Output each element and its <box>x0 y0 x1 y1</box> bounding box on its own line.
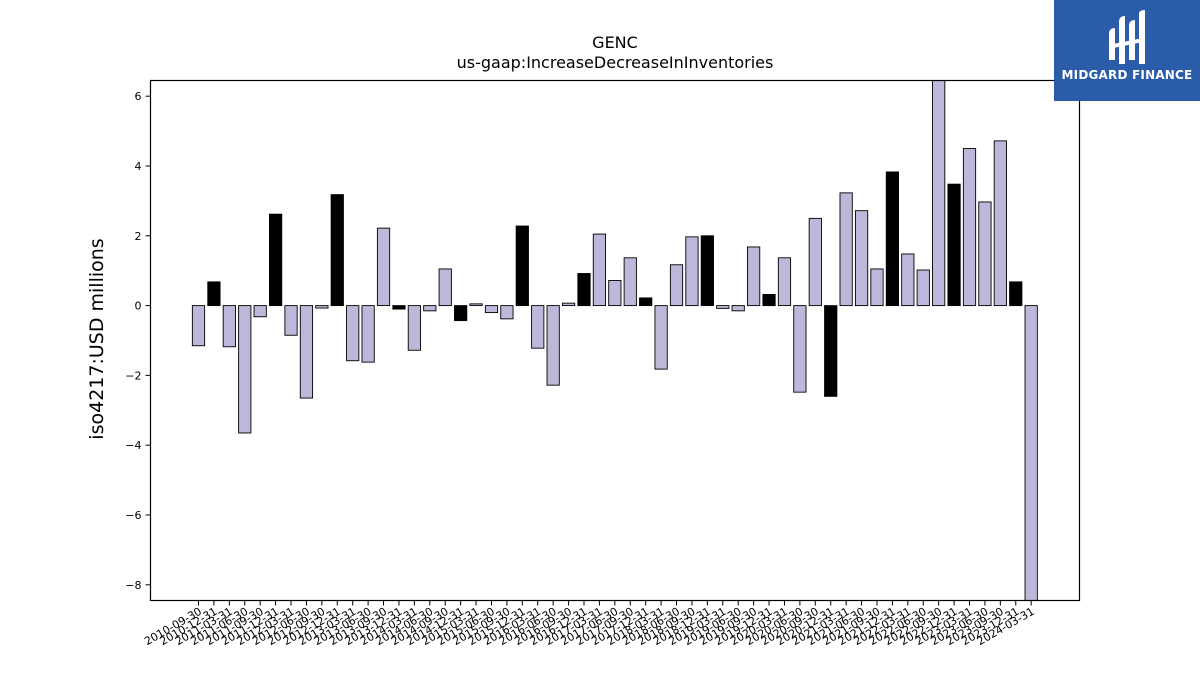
bar-2017-03-31 <box>592 233 607 307</box>
y-tick-label: 4 <box>135 160 142 173</box>
bar-2020-12-31 <box>824 305 838 397</box>
bar-2019-12-31 <box>762 293 776 307</box>
bar-2013-09-30 <box>376 227 391 307</box>
y-tick-label: −2 <box>125 369 141 382</box>
bar-2016-06-30 <box>546 305 560 386</box>
bar-2015-03-31 <box>469 303 483 307</box>
bar-2011-03-31 <box>222 305 236 348</box>
chart-title: GENC <box>592 33 638 52</box>
bar-2010-12-31 <box>207 281 221 307</box>
x-axis: 2010-09-302010-12-312011-03-312011-06-30… <box>142 600 1037 648</box>
y-tick-label: 6 <box>135 90 142 103</box>
y-tick-label: 0 <box>135 300 142 313</box>
midgard-finance-logo: MIDGARD FINANCE <box>1054 0 1200 101</box>
bar-2018-12-31 <box>700 235 714 307</box>
bar-2020-09-30 <box>808 217 822 307</box>
bar-2019-09-30 <box>747 246 761 307</box>
bar-2014-09-30 <box>438 268 452 307</box>
bar-2022-09-30 <box>932 80 946 307</box>
bar-2019-06-30 <box>731 305 745 312</box>
bar-2015-09-30 <box>500 305 514 320</box>
bar-2013-06-30 <box>361 305 375 363</box>
y-tick-label: 2 <box>135 230 142 243</box>
y-tick-label: −8 <box>125 579 141 592</box>
bar-2011-12-31 <box>269 213 283 307</box>
chart-subtitle: us-gaap:IncreaseDecreaseInInventories <box>457 53 774 72</box>
y-axis-label: iso4217:USD millions <box>86 238 108 439</box>
bar-2021-09-30 <box>870 268 884 307</box>
bar-2014-06-30 <box>423 305 437 312</box>
bar-2011-09-30 <box>253 305 267 318</box>
bar-2014-12-31 <box>454 305 468 322</box>
y-tick-label: −4 <box>125 439 141 452</box>
bar-2021-03-31 <box>839 192 853 307</box>
bar-2010-09-30 <box>191 305 206 347</box>
bar-2021-06-30 <box>854 210 869 307</box>
bar-2017-06-30 <box>608 280 622 307</box>
bar-2019-03-31 <box>716 305 730 309</box>
bar-2023-09-30 <box>993 140 1007 307</box>
bar-2014-03-31 <box>407 305 421 351</box>
bar-2016-12-31 <box>577 273 591 307</box>
bar-2022-12-31 <box>947 183 961 307</box>
bar-2022-06-30 <box>916 269 930 307</box>
bar-2017-09-30 <box>623 257 637 307</box>
bar-2020-06-30 <box>793 305 807 393</box>
bar-2016-03-31 <box>531 305 545 349</box>
bar-2012-06-30 <box>299 305 314 399</box>
bar-2012-09-30 <box>315 305 329 309</box>
bar-2012-03-31 <box>284 305 298 336</box>
bar-2017-12-31 <box>639 297 653 307</box>
bar-2018-03-31 <box>654 305 668 370</box>
bar-2018-06-30 <box>669 264 684 307</box>
bar-2021-12-31 <box>885 171 900 307</box>
bar-2022-03-31 <box>901 253 915 307</box>
logo-mark-icon <box>1109 10 1145 64</box>
bar-2020-03-31 <box>777 257 792 307</box>
y-tick-label: −6 <box>125 509 141 522</box>
bar-2013-03-31 <box>346 305 360 362</box>
bar-2023-03-31 <box>962 148 977 307</box>
bar-2023-12-31 <box>1009 281 1023 307</box>
bar-2024-03-31 <box>1024 305 1038 601</box>
bar-2018-09-30 <box>685 236 699 307</box>
y-axis: 6 4 2 0 −2 −4 −6 −8 <box>125 90 151 592</box>
bar-2023-06-30 <box>978 201 992 307</box>
logo-label: MIDGARD FINANCE <box>1061 68 1193 82</box>
bar-2013-12-31 <box>392 305 406 310</box>
bar-2012-12-31 <box>330 194 344 307</box>
bar-2016-09-30 <box>561 302 576 307</box>
bars-group <box>191 80 1038 601</box>
bar-2011-06-30 <box>238 305 252 434</box>
plot-frame <box>149 79 1081 602</box>
bar-2015-12-31 <box>515 225 529 307</box>
bar-2015-06-30 <box>484 305 499 314</box>
